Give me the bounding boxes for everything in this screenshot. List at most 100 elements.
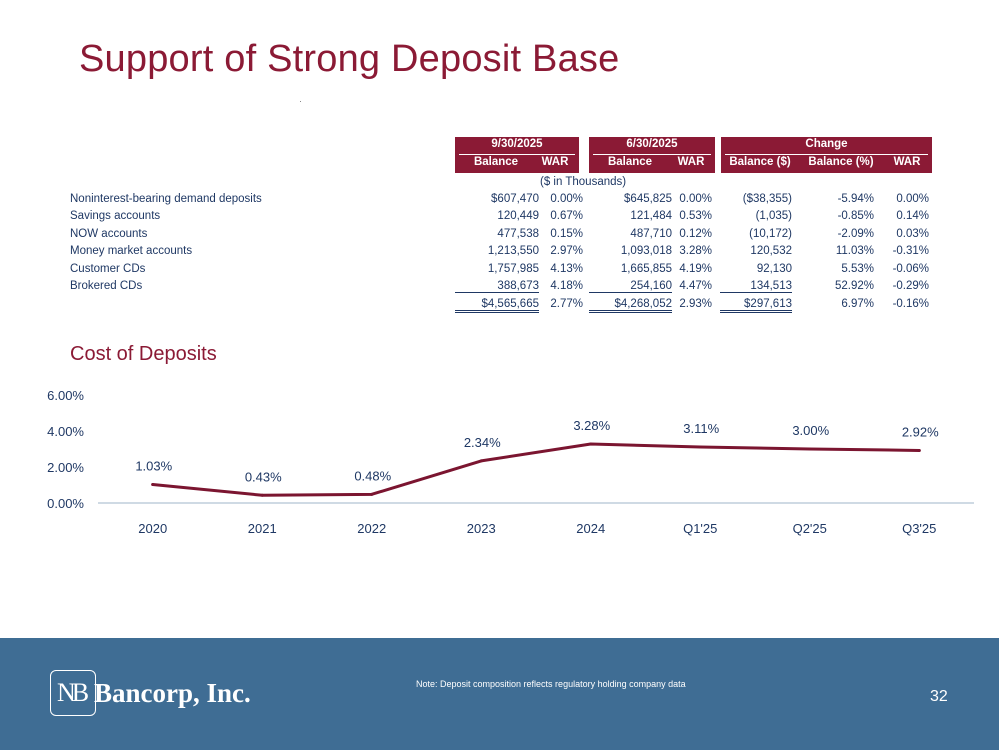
data-label: 3.28% (573, 418, 610, 433)
cell-cur-war: 0.00% (550, 193, 583, 205)
cell-change-usd: (10,172) (749, 228, 792, 240)
cell-cur-war: 2.97% (550, 245, 583, 257)
cell-cur-balance: 1,213,550 (487, 245, 539, 257)
x-tick-label: Q2'25 (793, 521, 827, 536)
cell-prior-war: 4.47% (679, 280, 712, 292)
logo-mark: NB (50, 670, 96, 716)
header-change: Change (805, 138, 848, 150)
header-date-prior: 6/30/2025 (626, 138, 678, 150)
header-change-balance-pct: Balance (%) (808, 156, 874, 168)
row-label: Customer CDs (70, 263, 146, 275)
data-label: 2.92% (902, 424, 939, 439)
cell-change-war: 0.03% (896, 228, 929, 240)
cell-change-pct: 52.92% (834, 280, 874, 292)
cell-cur-balance: 477,538 (497, 228, 539, 240)
cell-prior-balance: 1,665,855 (620, 263, 672, 275)
row-label: Noninterest-bearing demand deposits (70, 193, 262, 205)
cell-change-pct: 5.53% (841, 263, 874, 275)
row-label: Brokered CDs (70, 280, 143, 292)
y-tick-label: 6.00% (47, 388, 84, 403)
cell-change-usd: $297,613 (720, 298, 792, 313)
footer-bar: NB Bancorp, Inc. Note: Deposit compositi… (0, 638, 999, 750)
cell-cur-war: 4.13% (550, 263, 583, 275)
cell-cur-war: 0.15% (550, 228, 583, 240)
cell-change-usd: 120,532 (750, 245, 792, 257)
cell-prior-balance: 121,484 (630, 210, 672, 222)
cell-cur-war: 0.67% (550, 210, 583, 222)
y-tick-label: 2.00% (47, 460, 84, 475)
logo-name: Bancorp, Inc. (94, 677, 251, 708)
y-tick-label: 0.00% (47, 496, 84, 511)
cell-cur-balance: 388,673 (455, 280, 539, 293)
cell-change-war: -0.16% (892, 298, 929, 310)
cell-cur-balance: $607,470 (491, 193, 539, 205)
cell-change-war: -0.31% (892, 245, 929, 257)
header-war: WAR (541, 156, 569, 168)
header-underline (725, 154, 928, 155)
footer-note: Note: Deposit composition reflects regul… (416, 679, 686, 689)
cell-cur-war: 4.18% (550, 280, 583, 292)
cell-prior-war: 3.28% (679, 245, 712, 257)
header-underline (593, 154, 711, 155)
cost-of-deposits-chart: 0.00% 2.00% 4.00% 6.00% 2020 2021 2022 2023 2024… (47, 388, 974, 536)
y-tick-label: 4.00% (47, 424, 84, 439)
chart-title: Cost of Deposits (70, 343, 217, 365)
cell-cur-war: 2.77% (550, 298, 583, 310)
x-tick-label: Q3'25 (902, 521, 936, 536)
cell-prior-war: 4.19% (679, 263, 712, 275)
header-balance: Balance (607, 156, 653, 168)
cell-prior-war: 0.00% (679, 193, 712, 205)
cell-change-pct: 6.97% (841, 298, 874, 310)
cell-change-pct: -0.85% (837, 210, 874, 222)
cell-prior-balance: 487,710 (630, 228, 672, 240)
cell-prior-war: 0.12% (679, 228, 712, 240)
company-logo: NB Bancorp, Inc. (50, 670, 251, 716)
data-label: 0.48% (354, 468, 391, 483)
x-tick-label: 2022 (357, 521, 386, 536)
cell-cur-balance: $4,565,665 (455, 298, 539, 313)
data-label: 3.00% (792, 423, 829, 438)
cell-change-pct: -2.09% (837, 228, 874, 240)
data-label: 0.43% (245, 469, 282, 484)
units-note: ($ in Thousands) (540, 176, 627, 188)
header-war: WAR (677, 156, 705, 168)
decorative-dot (300, 101, 301, 102)
data-point (698, 445, 702, 449)
row-label: NOW accounts (70, 228, 148, 240)
data-point (370, 492, 374, 496)
cell-change-pct: -5.94% (837, 193, 874, 205)
cell-cur-balance: 1,757,985 (487, 263, 539, 275)
cell-change-usd: (1,035) (755, 210, 792, 222)
data-label: 1.03% (135, 458, 172, 473)
cell-change-war: -0.06% (892, 263, 929, 275)
x-tick-label: 2021 (248, 521, 277, 536)
header-group-change: Change Balance ($) Balance (%) WAR (721, 137, 932, 173)
cell-change-usd: 92,130 (756, 263, 792, 275)
data-label: 2.34% (464, 435, 501, 450)
header-group-prior: 6/30/2025 Balance WAR (589, 137, 715, 173)
x-tick-label: Q1'25 (683, 521, 717, 536)
cell-prior-balance: $4,268,052 (589, 298, 672, 313)
cell-prior-balance: $645,825 (624, 193, 672, 205)
data-point (479, 459, 483, 463)
cell-prior-balance: 1,093,018 (620, 245, 672, 257)
row-label: Savings accounts (70, 210, 161, 222)
cell-change-usd: ($38,355) (742, 193, 792, 205)
data-point (260, 493, 264, 497)
data-point (589, 442, 593, 446)
header-underline (459, 154, 575, 155)
page-number: 32 (930, 688, 948, 705)
header-change-war: WAR (893, 156, 921, 168)
header-date-current: 9/30/2025 (491, 138, 543, 150)
cell-cur-balance: 120,449 (497, 210, 539, 222)
cell-prior-balance: 254,160 (589, 280, 672, 293)
x-tick-label: 2024 (576, 521, 605, 536)
data-point (917, 448, 921, 452)
cell-change-pct: 11.03% (835, 245, 874, 257)
data-label: 3.11% (683, 421, 719, 436)
row-label: Money market accounts (70, 245, 193, 257)
cell-change-war: 0.14% (896, 210, 929, 222)
page-title: Support of Strong Deposit Base (79, 38, 620, 80)
data-point (151, 482, 155, 486)
cell-prior-war: 2.93% (679, 298, 712, 310)
